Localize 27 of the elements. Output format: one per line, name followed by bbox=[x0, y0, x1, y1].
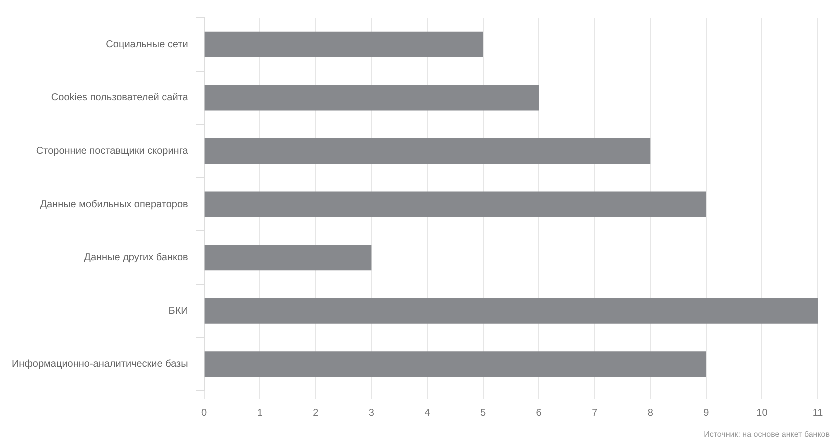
x-tick-label: 4 bbox=[424, 408, 431, 419]
text: Источник: на основе анкет банков bbox=[704, 430, 830, 440]
x-tick-label: 2 bbox=[313, 408, 320, 419]
y-tick-label: Информационно-аналитические базы bbox=[12, 359, 188, 370]
y-tick-label: БКИ bbox=[168, 306, 188, 317]
x-tick-label: 1 bbox=[257, 408, 264, 419]
x-tick-label: 0 bbox=[202, 408, 208, 419]
bar bbox=[204, 138, 651, 164]
x-tick-label: 6 bbox=[536, 408, 542, 419]
x-tick-label: 10 bbox=[756, 408, 768, 419]
y-tick-label: Cookies пользователей сайта bbox=[51, 92, 189, 104]
y-tick-label: Социальные сети bbox=[106, 39, 188, 50]
bar bbox=[204, 298, 818, 324]
x-tick-label: 5 bbox=[480, 408, 486, 419]
x-tick-label: 3 bbox=[368, 408, 375, 419]
bar bbox=[204, 244, 372, 271]
x-tick-label: 11 bbox=[812, 408, 824, 419]
x-tick-label: 9 bbox=[704, 408, 710, 419]
y-tick-label: Данные других банков bbox=[84, 252, 188, 264]
bar bbox=[204, 85, 540, 111]
bar bbox=[204, 352, 706, 378]
x-tick-label: 7 bbox=[592, 408, 598, 419]
x-tick-label: 8 bbox=[648, 408, 654, 419]
bar bbox=[204, 192, 706, 218]
bar bbox=[204, 32, 484, 58]
y-tick-label: Данные мобильных операторов bbox=[40, 199, 188, 210]
y-tick-label: Сторонние поставщики скоринга bbox=[36, 146, 189, 157]
